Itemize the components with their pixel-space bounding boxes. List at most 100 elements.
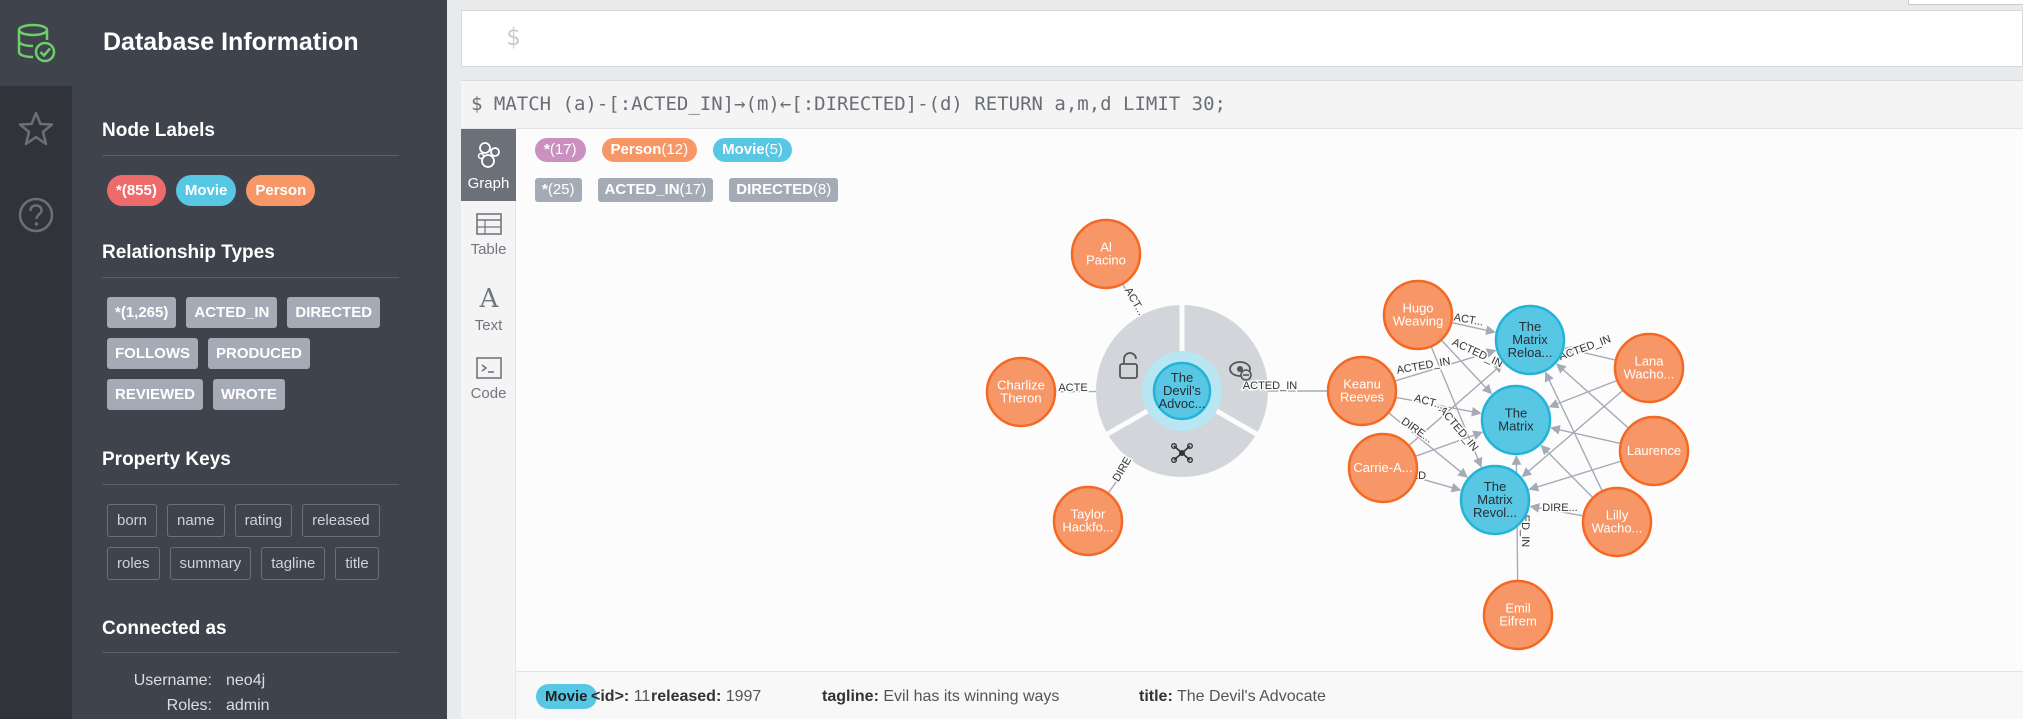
help-icon [18,197,54,233]
node-label-chip[interactable]: Person [246,175,316,206]
code-icon [475,357,502,379]
text-icon: A [478,285,499,311]
property-key-chip[interactable]: born [107,504,158,537]
node-label-chip[interactable]: *(855) [107,175,166,206]
relationship-type-chip[interactable]: WROTE [213,379,285,410]
editor-prompt: $ [506,23,521,51]
person-node[interactable]: Charlize TheronCharlizeTheron [985,356,1057,428]
result-frame: $ MATCH (a)-[:ACTED_IN]→(m)←[:DIRECTED]-… [461,80,2023,719]
property-key-chip[interactable]: released [302,504,380,537]
relationship-edge[interactable] [1440,339,1493,395]
node-caption-lines: Charlize Theron [997,378,1045,406]
movie-node[interactable]: The Matrix Reloa...TheMatrixReloa... [1494,304,1566,376]
node-caption-lines: The Matrix Reloa... [1508,319,1553,360]
relationship-edge[interactable] [1415,476,1462,493]
divider [102,484,399,485]
frame-query[interactable]: $ MATCH (a)-[:ACTED_IN]→(m)←[:DIRECTED]-… [471,93,1226,115]
icon-rail [0,0,72,719]
relationship-type-chip[interactable]: REVIEWED [107,379,204,410]
relationship-edge[interactable] [1564,345,1617,361]
legend-relationship-type[interactable]: DIRECTED(8) [729,178,839,202]
tab-code[interactable]: Code [461,345,516,417]
relationship-type-chip[interactable]: FOLLOWS [107,338,198,369]
hide-eye-icon[interactable] [1229,361,1252,381]
person-node[interactable]: Al PacinoAlPacino [1070,218,1142,290]
movie-node[interactable]: The Devil's Advoc...TheDevil'sAdvoc... [1152,361,1212,421]
ring-divider [1215,408,1260,438]
tab-graph-label: Graph [467,175,510,192]
relationship-type-chip[interactable]: ACTED_IN [186,297,278,328]
relationship-type-chip[interactable]: DIRECTED [287,297,381,328]
selected-node-label[interactable]: Movie [536,684,597,709]
node-labels-title: Node Labels [102,120,215,141]
node-label-chip[interactable]: Movie [175,175,237,206]
relationship-edge[interactable] [1408,362,1504,447]
star-icon [18,111,54,146]
tab-graph[interactable]: Graph [461,129,516,201]
person-node[interactable]: LaurenceLaurence [1618,415,1690,487]
property-key-chip[interactable]: roles [107,547,160,580]
legend-relationship-type[interactable]: *(25) [535,178,582,202]
person-node[interactable]: Keanu ReevesKeanuReeves [1326,355,1398,427]
relationship-type-list: *(1,265) ACTED_IN DIRECTED FOLLOWS PRODUCED R… [107,297,407,410]
relationship-edge[interactable] [1395,396,1482,417]
person-node[interactable]: Hugo WeavingHugoWeaving [1382,279,1454,351]
relationship-edge[interactable] [1430,346,1483,468]
person-node[interactable]: Taylor Hackfo...TaylorHackfo... [1052,485,1124,557]
username-label: Username: [133,672,212,689]
legend-node-label[interactable]: Person(12) [601,138,698,162]
relationship-edge[interactable] [1451,321,1496,336]
property-key-chip[interactable]: title [335,547,379,580]
expand-relationships-icon[interactable] [1171,443,1194,464]
popover-edge [1908,0,2023,5]
person-node[interactable]: Lana Wacho...LanaWacho... [1613,332,1685,404]
relationship-edge[interactable] [1528,460,1622,492]
relationship-edge[interactable] [1548,379,1618,409]
legend-relationship-type[interactable]: ACTED_IN(17) [597,178,714,202]
relationship-edge[interactable] [1387,412,1468,478]
tab-table[interactable]: Table [461,201,516,273]
relationship-edge[interactable] [1556,363,1630,429]
username-row: Username: neo4j [72,672,447,692]
relationship-edge[interactable] [1540,444,1594,499]
relationship-label: ACTE [1058,382,1087,394]
relationship-type-chip[interactable]: PRODUCED [208,338,310,369]
tab-code-label: Code [470,385,507,402]
person-node[interactable]: Lilly Wacho...LillyWacho... [1581,486,1653,558]
node-caption-lines: Laurence [1627,443,1681,458]
node-caption-lines: Al Pacino [1086,240,1126,268]
svg-text:A: A [478,285,499,311]
prop-released: released: 1997 [651,688,762,705]
property-key-chip[interactable]: name [167,504,225,537]
node-caption-lines: Carrie-A... [1353,460,1412,475]
graph-canvas[interactable]: ACT... ACTE DIRE ACTED_IN ACT... ACTED_IN ACTE… [516,181,2023,671]
lock-open-icon[interactable] [1119,352,1138,379]
property-key-chip[interactable]: rating [234,504,293,537]
cypher-editor[interactable]: $ [461,10,2023,67]
rail-help[interactable] [0,172,72,258]
database-info-drawer: Database Information Node Labels *(855) M… [72,0,447,719]
relationship-label: DIRE [1111,455,1135,484]
connected-as-title: Connected as [102,618,227,639]
property-key-chip[interactable]: summary [169,547,252,580]
relationship-edge[interactable] [1394,348,1497,382]
legend-node-label[interactable]: *(17) [535,138,586,162]
relationship-type-chip[interactable]: *(1,265) [107,297,177,328]
person-node[interactable]: Emil EifremEmilEifrem [1482,579,1554,651]
drawer-title: Database Information [103,28,359,56]
property-key-chip[interactable]: tagline [261,547,326,580]
relationship-edge[interactable] [1529,503,1584,517]
relationship-edge[interactable] [1544,371,1603,492]
node-label-list: *(855) Movie Person [107,175,407,206]
rail-favorites[interactable] [0,86,72,172]
person-node[interactable]: Carrie-A...Carrie-A... [1347,432,1419,504]
relationship-edge[interactable] [1550,425,1621,445]
tab-text-label: Text [474,317,503,334]
relationship-edge[interactable] [1414,430,1484,458]
node-properties-bar: Movie <id>: 11 released: 1997 tagline: E… [516,671,2023,719]
rail-database[interactable] [0,0,72,86]
tab-text[interactable]: A Text [461,273,516,345]
movie-node[interactable]: The Matrix Revol...TheMatrixRevol... [1459,464,1531,536]
legend-node-label[interactable]: Movie(5) [713,138,792,162]
